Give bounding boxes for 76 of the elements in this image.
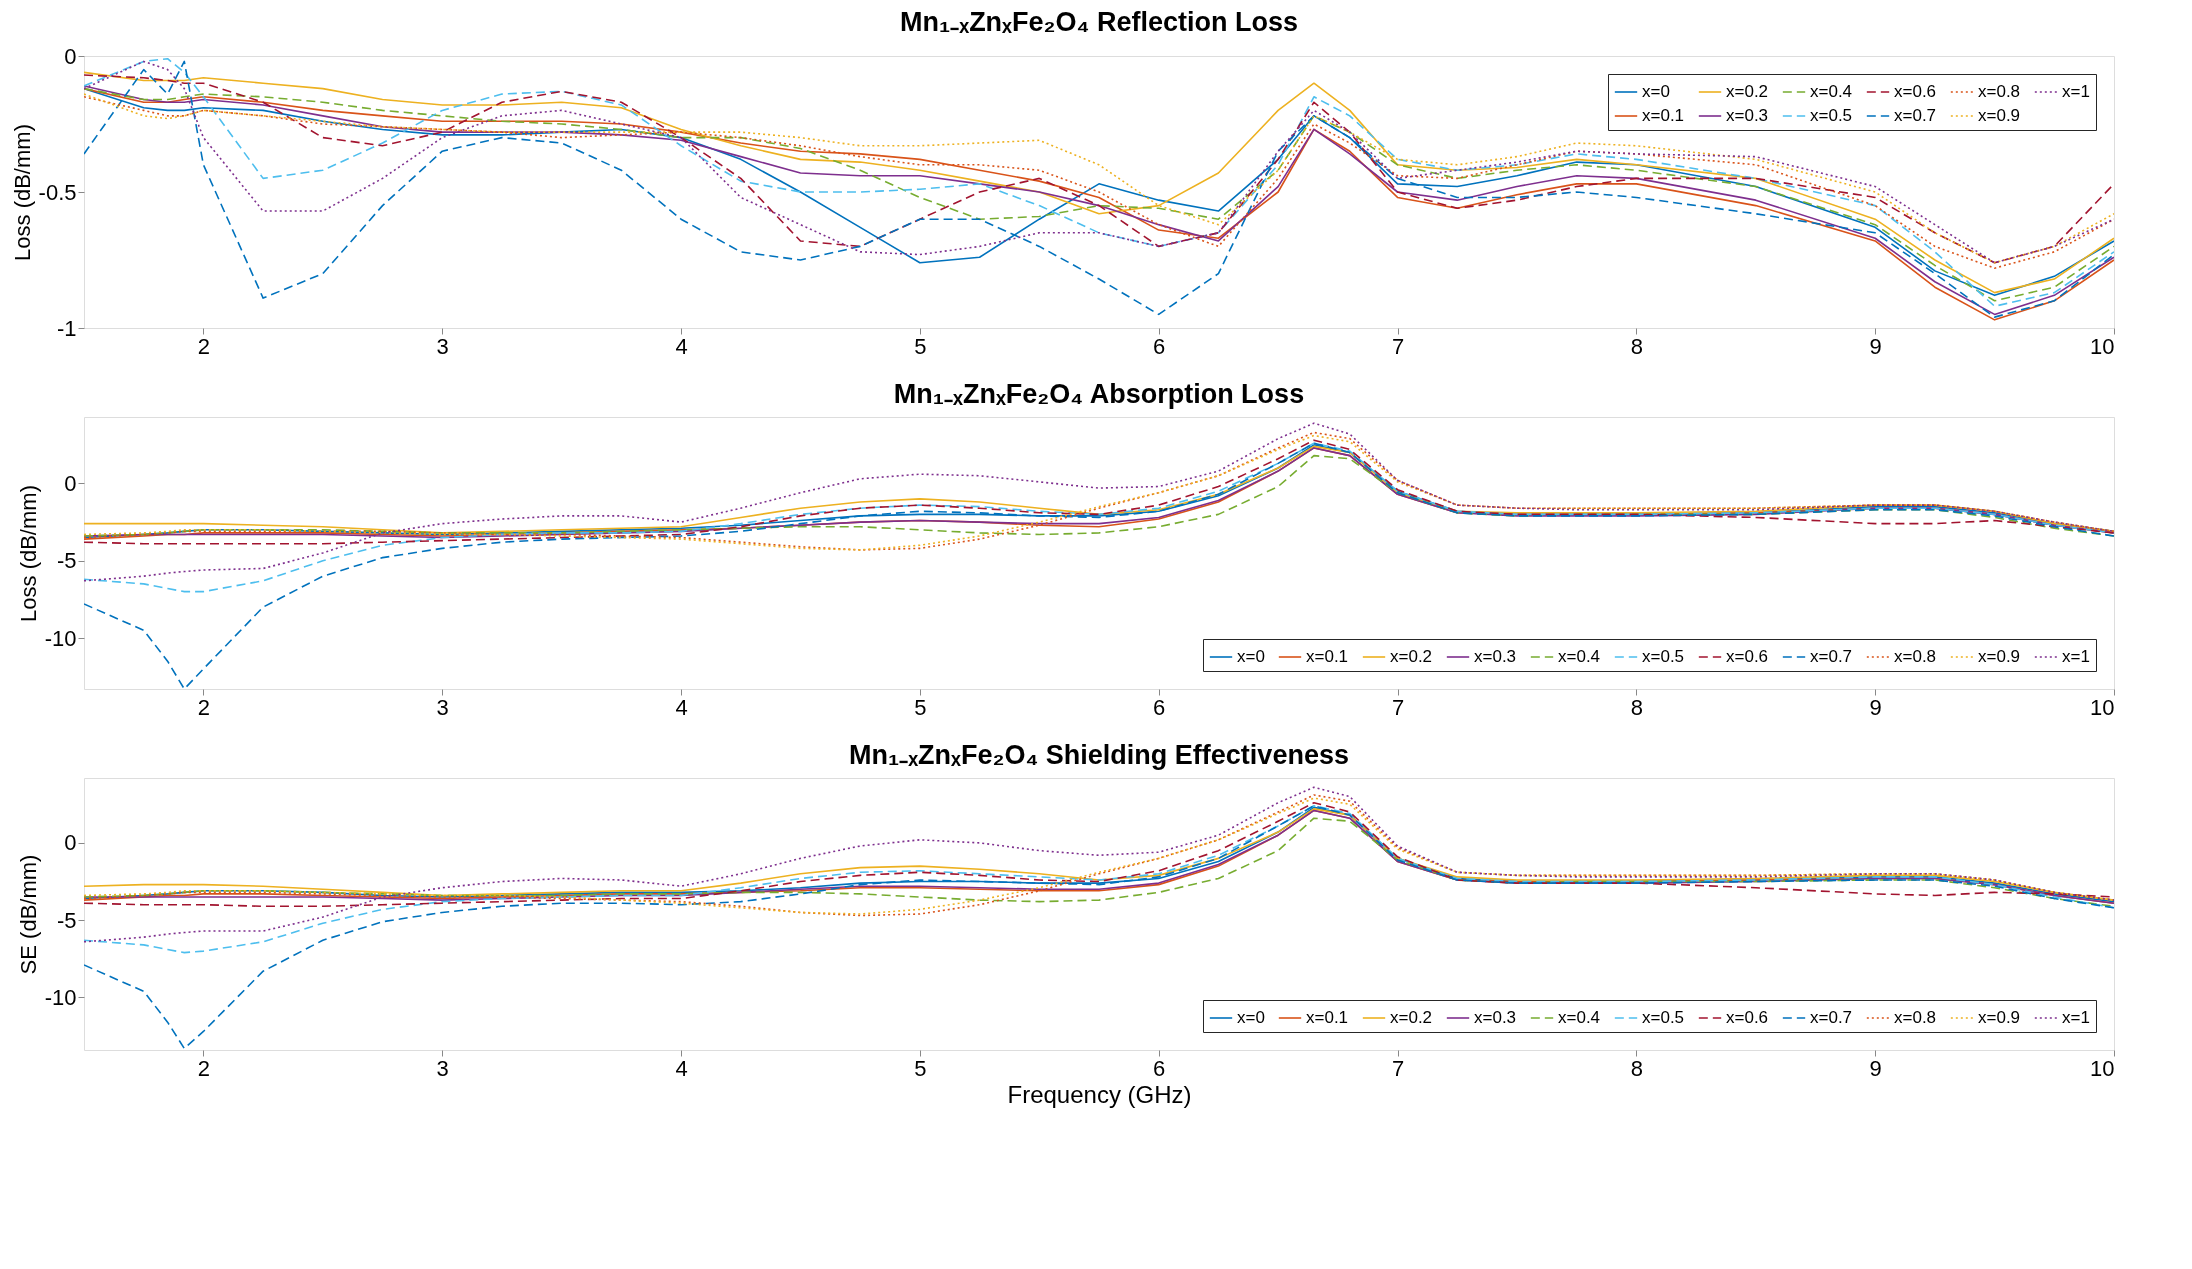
x-tick-label: 7 — [1391, 333, 1405, 359]
x-tick-label: 4 — [675, 694, 688, 720]
legend-label: x=0.3 — [1474, 647, 1517, 666]
legend-label: x=0.7 — [1894, 106, 1937, 125]
x-tick-label: 7 — [1391, 1055, 1405, 1081]
legend-label: x=1 — [2062, 82, 2090, 101]
x-tick-label: 3 — [436, 1055, 449, 1081]
legend-label: x=0.3 — [1726, 106, 1769, 125]
x-tick-label: 10 — [2090, 694, 2115, 720]
x-tick-label: 2 — [197, 1055, 211, 1081]
legend-label: x=0.6 — [1726, 1008, 1769, 1027]
legend-label: x=0.2 — [1390, 1008, 1433, 1027]
legend-label: x=0 — [1237, 647, 1265, 666]
legend-label: x=0.5 — [1810, 106, 1853, 125]
x-tick-label: 6 — [1153, 333, 1166, 359]
y-tick-label: 0 — [64, 830, 77, 856]
y-tick-label: 0 — [64, 470, 77, 496]
x-tick-label: 6 — [1153, 694, 1166, 720]
legend-label: x=0.8 — [1978, 82, 2021, 101]
legend-label: x=0.9 — [1978, 106, 2021, 125]
legend-label: x=0.6 — [1726, 647, 1769, 666]
chart-title: Mn₁₋ₓZnₓFe₂O₄ Reflection Loss — [900, 7, 1298, 37]
x-tick-label: 2 — [197, 694, 211, 720]
y-tick-label: -10 — [44, 984, 77, 1010]
legend-label: x=1 — [2062, 647, 2090, 666]
legend-label: x=0.5 — [1642, 647, 1685, 666]
x-axis-title: Frequency (GHz) — [1007, 1080, 1192, 1108]
x-tick-label: 5 — [914, 333, 927, 359]
y-tick-label: -1 — [56, 315, 77, 341]
y-tick-label: -10 — [44, 625, 77, 651]
y-axis-title: Loss (dB/mm) — [15, 485, 41, 622]
x-tick-label: 3 — [436, 333, 449, 359]
x-tick-label: 8 — [1630, 333, 1643, 359]
x-tick-label: 4 — [675, 333, 688, 359]
legend-label: x=0.2 — [1390, 647, 1433, 666]
x-tick-label: 6 — [1153, 1055, 1166, 1081]
chart-title: Mn₁₋ₓZnₓFe₂O₄ Shielding Effectiveness — [849, 740, 1349, 770]
x-tick-label: 7 — [1391, 694, 1405, 720]
chart-title: Mn₁₋ₓZnₓFe₂O₄ Absorption Loss — [893, 379, 1305, 409]
legend-label: x=0.4 — [1810, 82, 1853, 101]
x-tick-label: 5 — [914, 1055, 927, 1081]
y-tick-label: -5 — [56, 907, 77, 933]
y-tick-label: -5 — [56, 548, 77, 574]
x-tick-label: 10 — [2090, 1055, 2115, 1081]
legend-label: x=0.1 — [1306, 647, 1349, 666]
x-tick-label: 2 — [197, 333, 211, 359]
x-tick-label: 9 — [1869, 694, 1882, 720]
x-tick-label: 8 — [1630, 694, 1643, 720]
x-tick-label: 9 — [1869, 1055, 1882, 1081]
y-tick-label: -0.5 — [38, 179, 77, 205]
legend-label: x=0 — [1237, 1008, 1265, 1027]
legend-label: x=0.8 — [1894, 1008, 1937, 1027]
legend-label: x=0.1 — [1642, 106, 1685, 125]
legend-label: x=0.2 — [1726, 82, 1769, 101]
x-tick-label: 10 — [2090, 333, 2115, 359]
x-tick-label: 3 — [436, 694, 449, 720]
legend-label: x=0 — [1642, 82, 1670, 101]
x-tick-label: 8 — [1630, 1055, 1643, 1081]
legend-label: x=0.4 — [1558, 1008, 1601, 1027]
legend-label: x=0.3 — [1474, 1008, 1517, 1027]
legend-label: x=0.6 — [1894, 82, 1937, 101]
x-tick-label: 4 — [675, 1055, 688, 1081]
legend-label: x=0.5 — [1642, 1008, 1685, 1027]
legend-label: x=0.1 — [1306, 1008, 1349, 1027]
legend-label: x=0.9 — [1978, 1008, 2021, 1027]
legend-label: x=0.7 — [1810, 647, 1853, 666]
x-tick-label: 5 — [914, 694, 927, 720]
legend-label: x=0.7 — [1810, 1008, 1853, 1027]
y-axis-title: SE (dB/mm) — [15, 854, 41, 975]
legend-label: x=0.9 — [1978, 647, 2021, 666]
legend-label: x=1 — [2062, 1008, 2090, 1027]
x-tick-label: 9 — [1869, 333, 1882, 359]
y-tick-label: 0 — [64, 43, 77, 69]
legend-label: x=0.4 — [1558, 647, 1601, 666]
legend-label: x=0.8 — [1894, 647, 1937, 666]
y-axis-title: Loss (dB/mm) — [9, 124, 35, 261]
